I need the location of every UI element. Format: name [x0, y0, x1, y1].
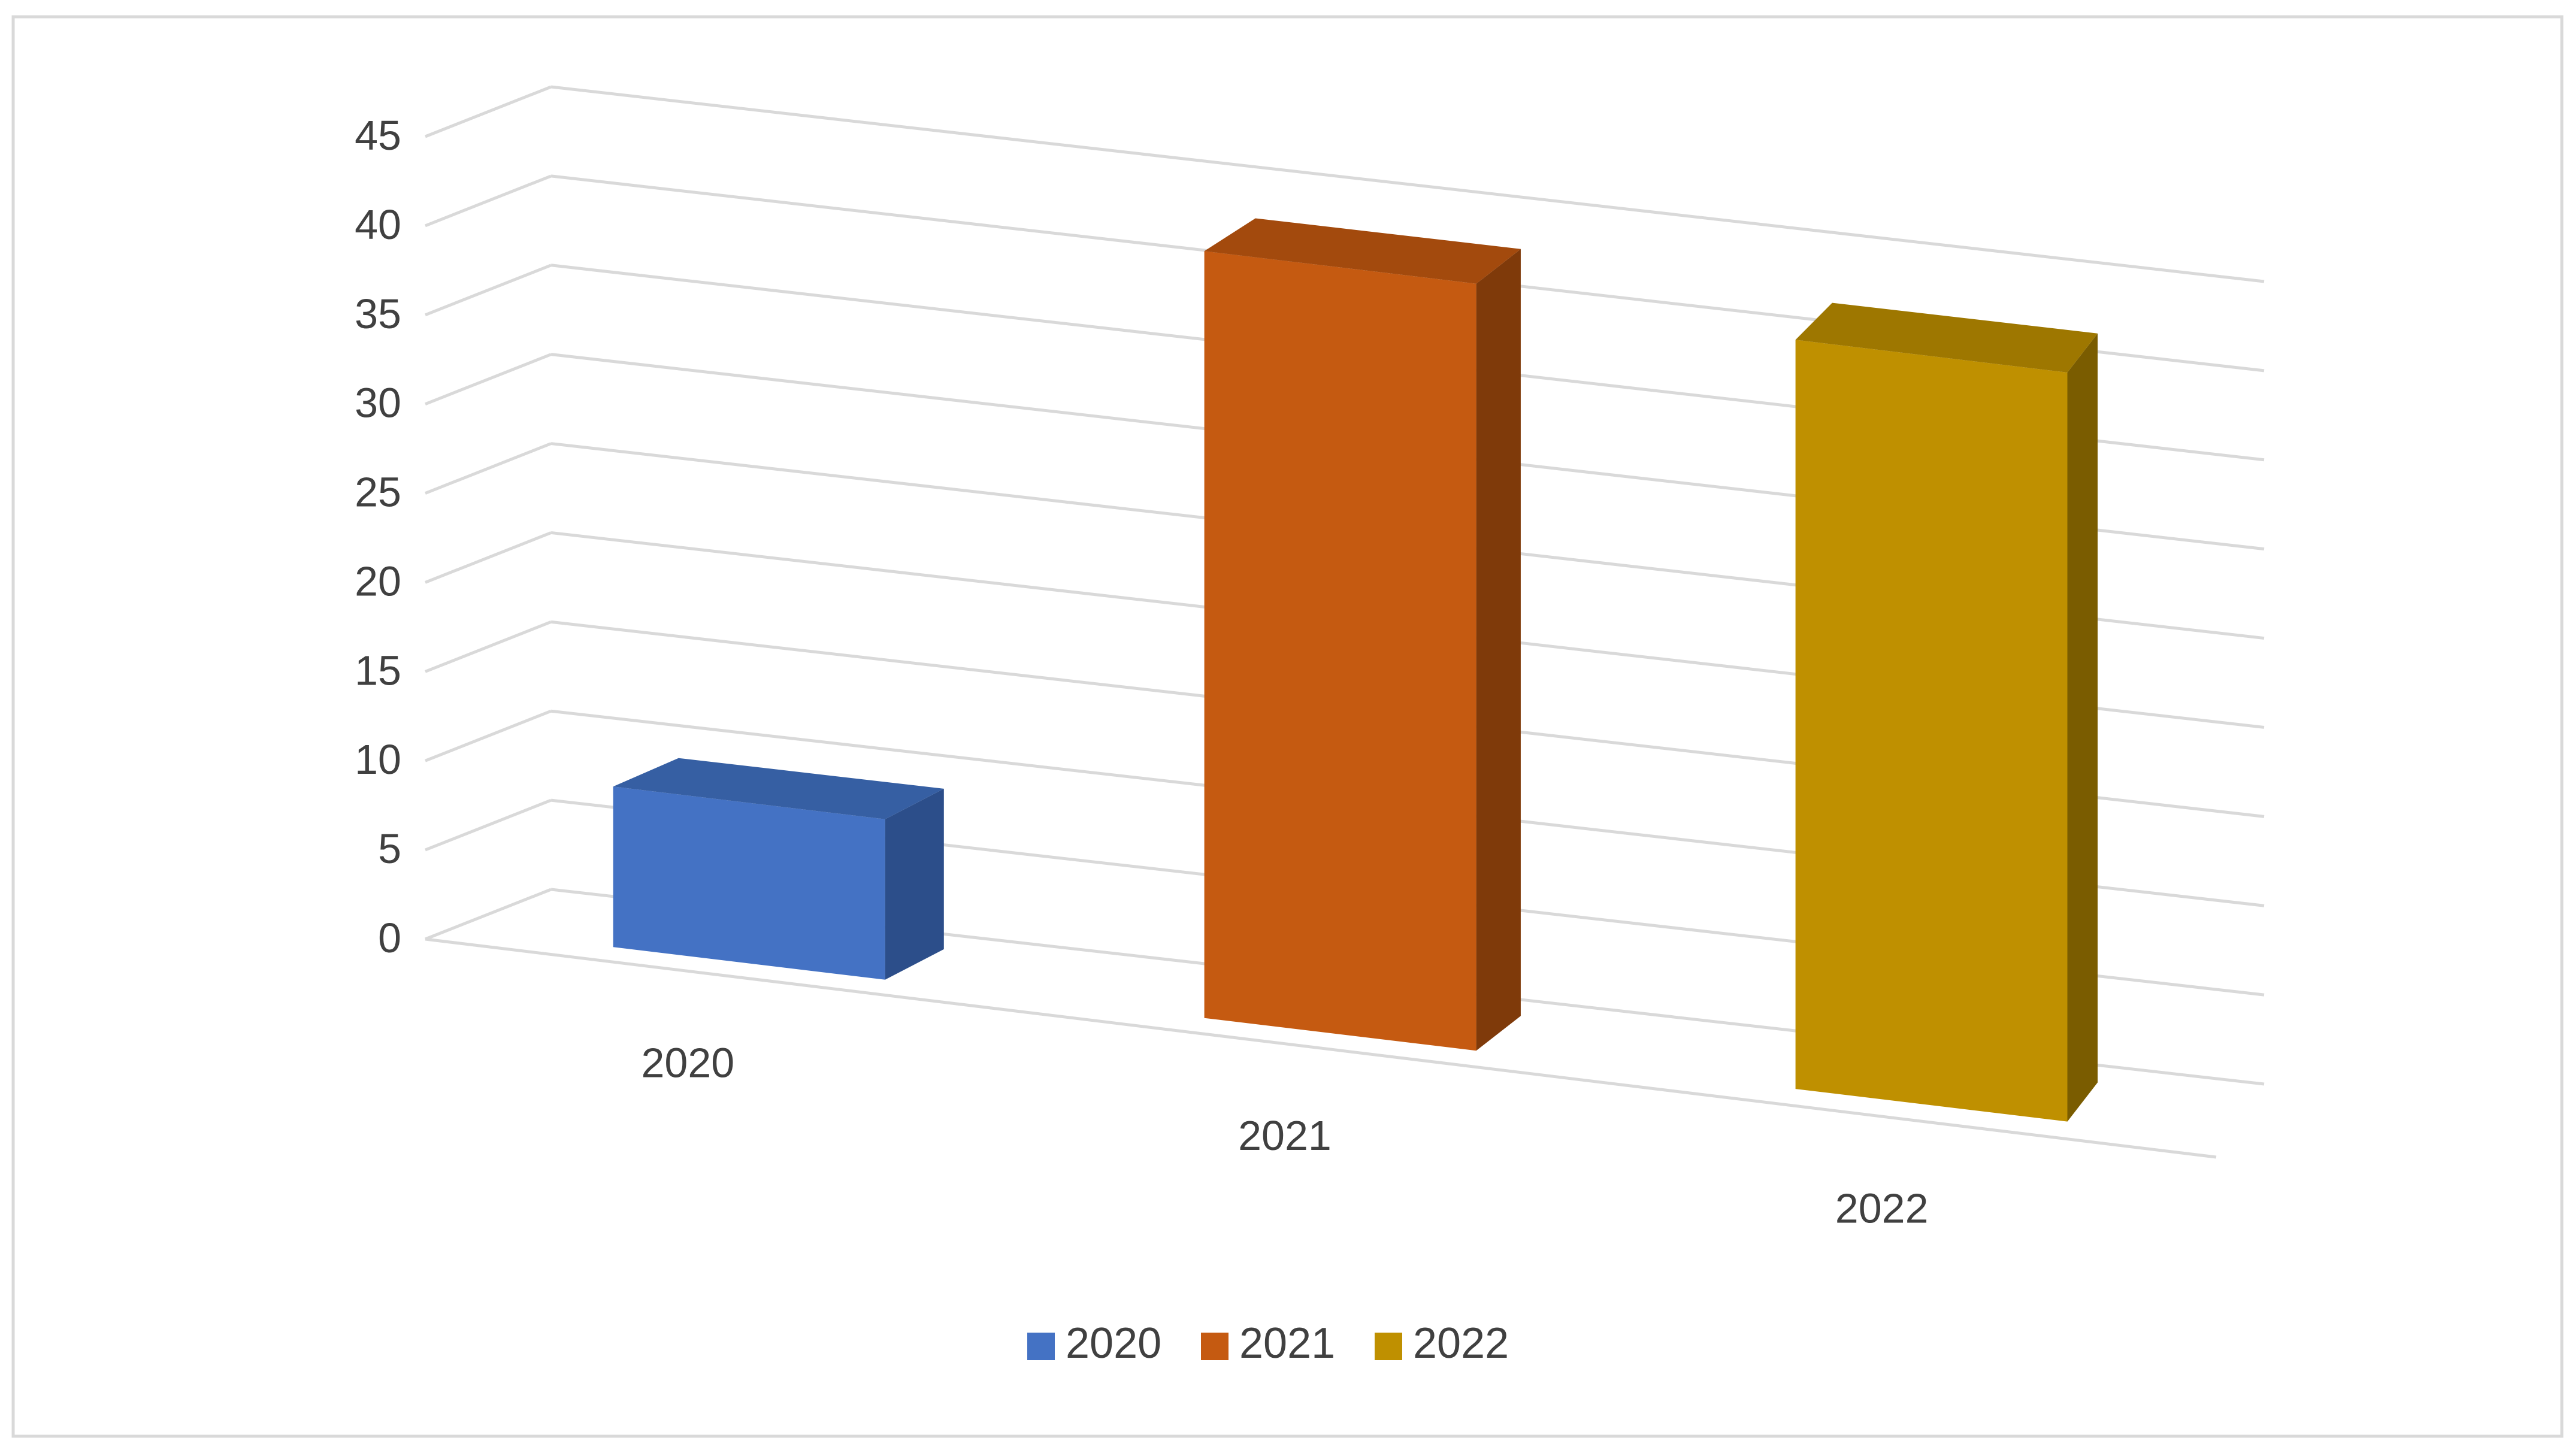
- x-tick-label-2021: 2021: [1238, 1112, 1332, 1159]
- gridline-side-40: [425, 174, 552, 228]
- y-tick-label-40: 40: [355, 201, 401, 248]
- legend-swatch-2021: [1201, 1333, 1229, 1360]
- gridline-side-35: [425, 264, 552, 317]
- y-tick-label-25: 25: [355, 469, 401, 516]
- gridline-side-15: [425, 620, 552, 673]
- bar-top-2022: [1795, 302, 2098, 373]
- y-tick-label-5: 5: [378, 825, 401, 872]
- x-tick-label-2022: 2022: [1835, 1185, 1929, 1231]
- legend-label-2020: 2020: [1066, 1319, 1161, 1367]
- bar-top-2020: [613, 758, 944, 819]
- gridline-side-20: [425, 531, 552, 584]
- bar-2022: [1795, 302, 2098, 1122]
- y-tick-label-30: 30: [355, 380, 401, 426]
- gridline-side-5: [425, 798, 552, 852]
- legend-swatch-2020: [1027, 1333, 1055, 1360]
- y-tick-label-15: 15: [355, 647, 401, 694]
- bar-front-2022: [1795, 340, 2068, 1122]
- floor-front-edge: [425, 937, 2217, 1159]
- x-tick-label-2020: 2020: [641, 1040, 734, 1086]
- gridline-side-10: [425, 709, 552, 762]
- legend-swatch-2022: [1375, 1333, 1402, 1360]
- bar-front-2021: [1204, 251, 1476, 1051]
- legend-label-2021: 2021: [1239, 1319, 1335, 1367]
- bar-side-2022: [2067, 333, 2098, 1122]
- gridline-side-0: [425, 888, 552, 941]
- legend-label-2022: 2022: [1413, 1319, 1509, 1367]
- bar-top-2021: [1204, 218, 1521, 284]
- legend-item-2020: 2020: [1027, 1319, 1161, 1367]
- bar-2020: [613, 758, 944, 980]
- y-tick-label-35: 35: [355, 290, 401, 337]
- gridline-side-30: [425, 353, 552, 405]
- x-axis-tick-labels: 2020 2021 2022: [641, 1040, 1928, 1232]
- legend-item-2022: 2022: [1375, 1319, 1509, 1367]
- y-tick-label-45: 45: [355, 112, 401, 159]
- y-tick-label-20: 20: [355, 558, 401, 604]
- gridline-back-45: [550, 85, 2265, 283]
- y-tick-label-0: 0: [378, 915, 401, 961]
- bars-layer: [613, 218, 2098, 1122]
- bar-side-2020: [885, 788, 944, 980]
- legend-item-2021: 2021: [1201, 1319, 1335, 1367]
- legend: 2020 2021 2022: [1027, 1319, 1509, 1367]
- y-axis-tick-labels: 0 5 10 15 20 25 30 35 40 45: [355, 112, 401, 961]
- gridline-side-25: [425, 442, 552, 495]
- bar-2021: [1204, 218, 1521, 1051]
- bar-side-2021: [1476, 249, 1521, 1051]
- gridline-side-45: [425, 85, 552, 138]
- y-tick-label-10: 10: [355, 736, 401, 783]
- bar-front-2020: [613, 786, 885, 980]
